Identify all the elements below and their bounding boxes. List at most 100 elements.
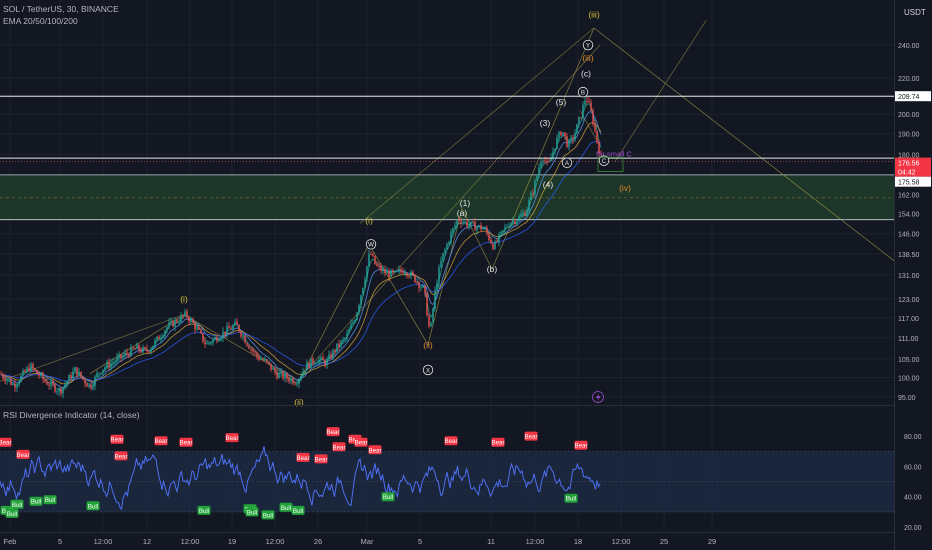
circled-wave-label: W bbox=[368, 242, 374, 249]
bear-marker-bg bbox=[296, 452, 310, 462]
candle-body bbox=[6, 380, 8, 382]
bear-marker-bg bbox=[314, 454, 328, 464]
candle-body bbox=[546, 160, 548, 162]
candle-body bbox=[466, 221, 468, 227]
bear-marker: Bear bbox=[444, 438, 457, 445]
candle-body bbox=[178, 321, 180, 323]
candle-body bbox=[12, 383, 14, 385]
circled-label-ring bbox=[577, 86, 589, 98]
candle-body bbox=[412, 271, 414, 275]
candle-body bbox=[574, 133, 576, 140]
candle-body bbox=[258, 356, 260, 360]
candle-body bbox=[420, 287, 422, 289]
candle-body bbox=[176, 319, 178, 323]
candle-body bbox=[86, 383, 88, 387]
candle-body bbox=[44, 379, 46, 382]
candle-body bbox=[410, 271, 412, 277]
bull-marker-bg bbox=[86, 501, 100, 511]
candle-body bbox=[302, 371, 304, 376]
bear-marker-bg bbox=[444, 436, 458, 446]
bear-marker-bg bbox=[354, 437, 368, 447]
candle-body bbox=[244, 335, 246, 344]
candle-body bbox=[478, 225, 480, 228]
candle-body bbox=[184, 311, 186, 316]
candle-body bbox=[212, 339, 214, 343]
candle-body bbox=[444, 249, 446, 254]
bull-marker: Bull bbox=[247, 509, 257, 516]
candle-body bbox=[532, 193, 534, 194]
candle-body bbox=[450, 232, 452, 243]
candle-body bbox=[422, 285, 424, 288]
candle-body bbox=[402, 271, 404, 274]
circled-wave-label: A bbox=[565, 160, 570, 167]
candle-body bbox=[148, 351, 150, 353]
candle-body bbox=[436, 282, 438, 290]
bear-marker: Bear bbox=[114, 453, 127, 460]
candle-body bbox=[590, 102, 592, 111]
candle-body bbox=[34, 368, 36, 370]
candle-body bbox=[42, 373, 44, 380]
price-scale[interactable] bbox=[894, 0, 932, 550]
candle-body bbox=[188, 317, 190, 322]
rsi-legend[interactable]: RSI Divergence Indicator (14, close) bbox=[3, 410, 140, 420]
candle-body bbox=[268, 361, 270, 364]
wave-label: (c) bbox=[581, 68, 591, 78]
candle-body bbox=[204, 341, 206, 345]
candle-body bbox=[96, 373, 98, 377]
candle-body bbox=[314, 362, 316, 364]
candle-body bbox=[40, 373, 42, 376]
pane-separator[interactable] bbox=[0, 405, 894, 406]
candle-body bbox=[438, 267, 440, 283]
wave-guide-line bbox=[359, 27, 595, 224]
candle-body bbox=[416, 282, 418, 283]
candle-body bbox=[488, 233, 490, 241]
bear-marker-bg bbox=[154, 436, 168, 446]
candle-body bbox=[366, 266, 368, 280]
candle-body bbox=[522, 212, 524, 215]
candle-body bbox=[72, 371, 74, 379]
time-axis-separator bbox=[0, 532, 894, 533]
wave-label: (iv) bbox=[619, 183, 631, 193]
candle-body bbox=[332, 350, 334, 359]
candle-body bbox=[228, 326, 230, 329]
bull-marker: Bull bbox=[31, 499, 41, 506]
wave-label: for small C bbox=[596, 149, 632, 158]
bear-marker-bg bbox=[326, 427, 340, 437]
candle-body bbox=[424, 285, 426, 294]
candle-body bbox=[92, 386, 94, 389]
bear-marker: Bear bbox=[314, 456, 327, 463]
candle-body bbox=[246, 343, 248, 346]
currency-label[interactable]: USDT bbox=[904, 8, 926, 17]
candle-body bbox=[304, 370, 306, 372]
candle-body bbox=[284, 373, 286, 379]
candle-body bbox=[496, 241, 498, 243]
candle-body bbox=[352, 321, 354, 324]
bull-marker-bg bbox=[245, 507, 259, 517]
circled-label-ring bbox=[365, 239, 377, 250]
candle-body bbox=[568, 140, 570, 148]
candle-body bbox=[64, 384, 66, 388]
ema-legend[interactable]: EMA 20/50/100/200 bbox=[3, 16, 78, 26]
candle-body bbox=[514, 220, 516, 225]
candle-body bbox=[334, 350, 336, 352]
bull-marker: Bull bbox=[263, 512, 273, 519]
candle-body bbox=[152, 345, 154, 349]
candle-body bbox=[296, 383, 298, 385]
rsi-band-area bbox=[0, 450, 894, 513]
candle-body bbox=[266, 359, 268, 362]
candle-body bbox=[588, 101, 590, 103]
wave-label: (1) bbox=[460, 198, 471, 208]
bear-marker: Bear bbox=[110, 437, 123, 444]
bull-marker-bg bbox=[10, 499, 24, 509]
horizontal-levels bbox=[0, 95, 894, 162]
target-box bbox=[597, 157, 624, 172]
candle-body bbox=[534, 180, 536, 194]
candle-body bbox=[248, 345, 250, 349]
candle-body bbox=[462, 222, 464, 224]
candle-body bbox=[0, 373, 2, 375]
candle-body bbox=[190, 319, 192, 322]
candle-body bbox=[582, 104, 584, 118]
candle-body bbox=[282, 371, 284, 379]
